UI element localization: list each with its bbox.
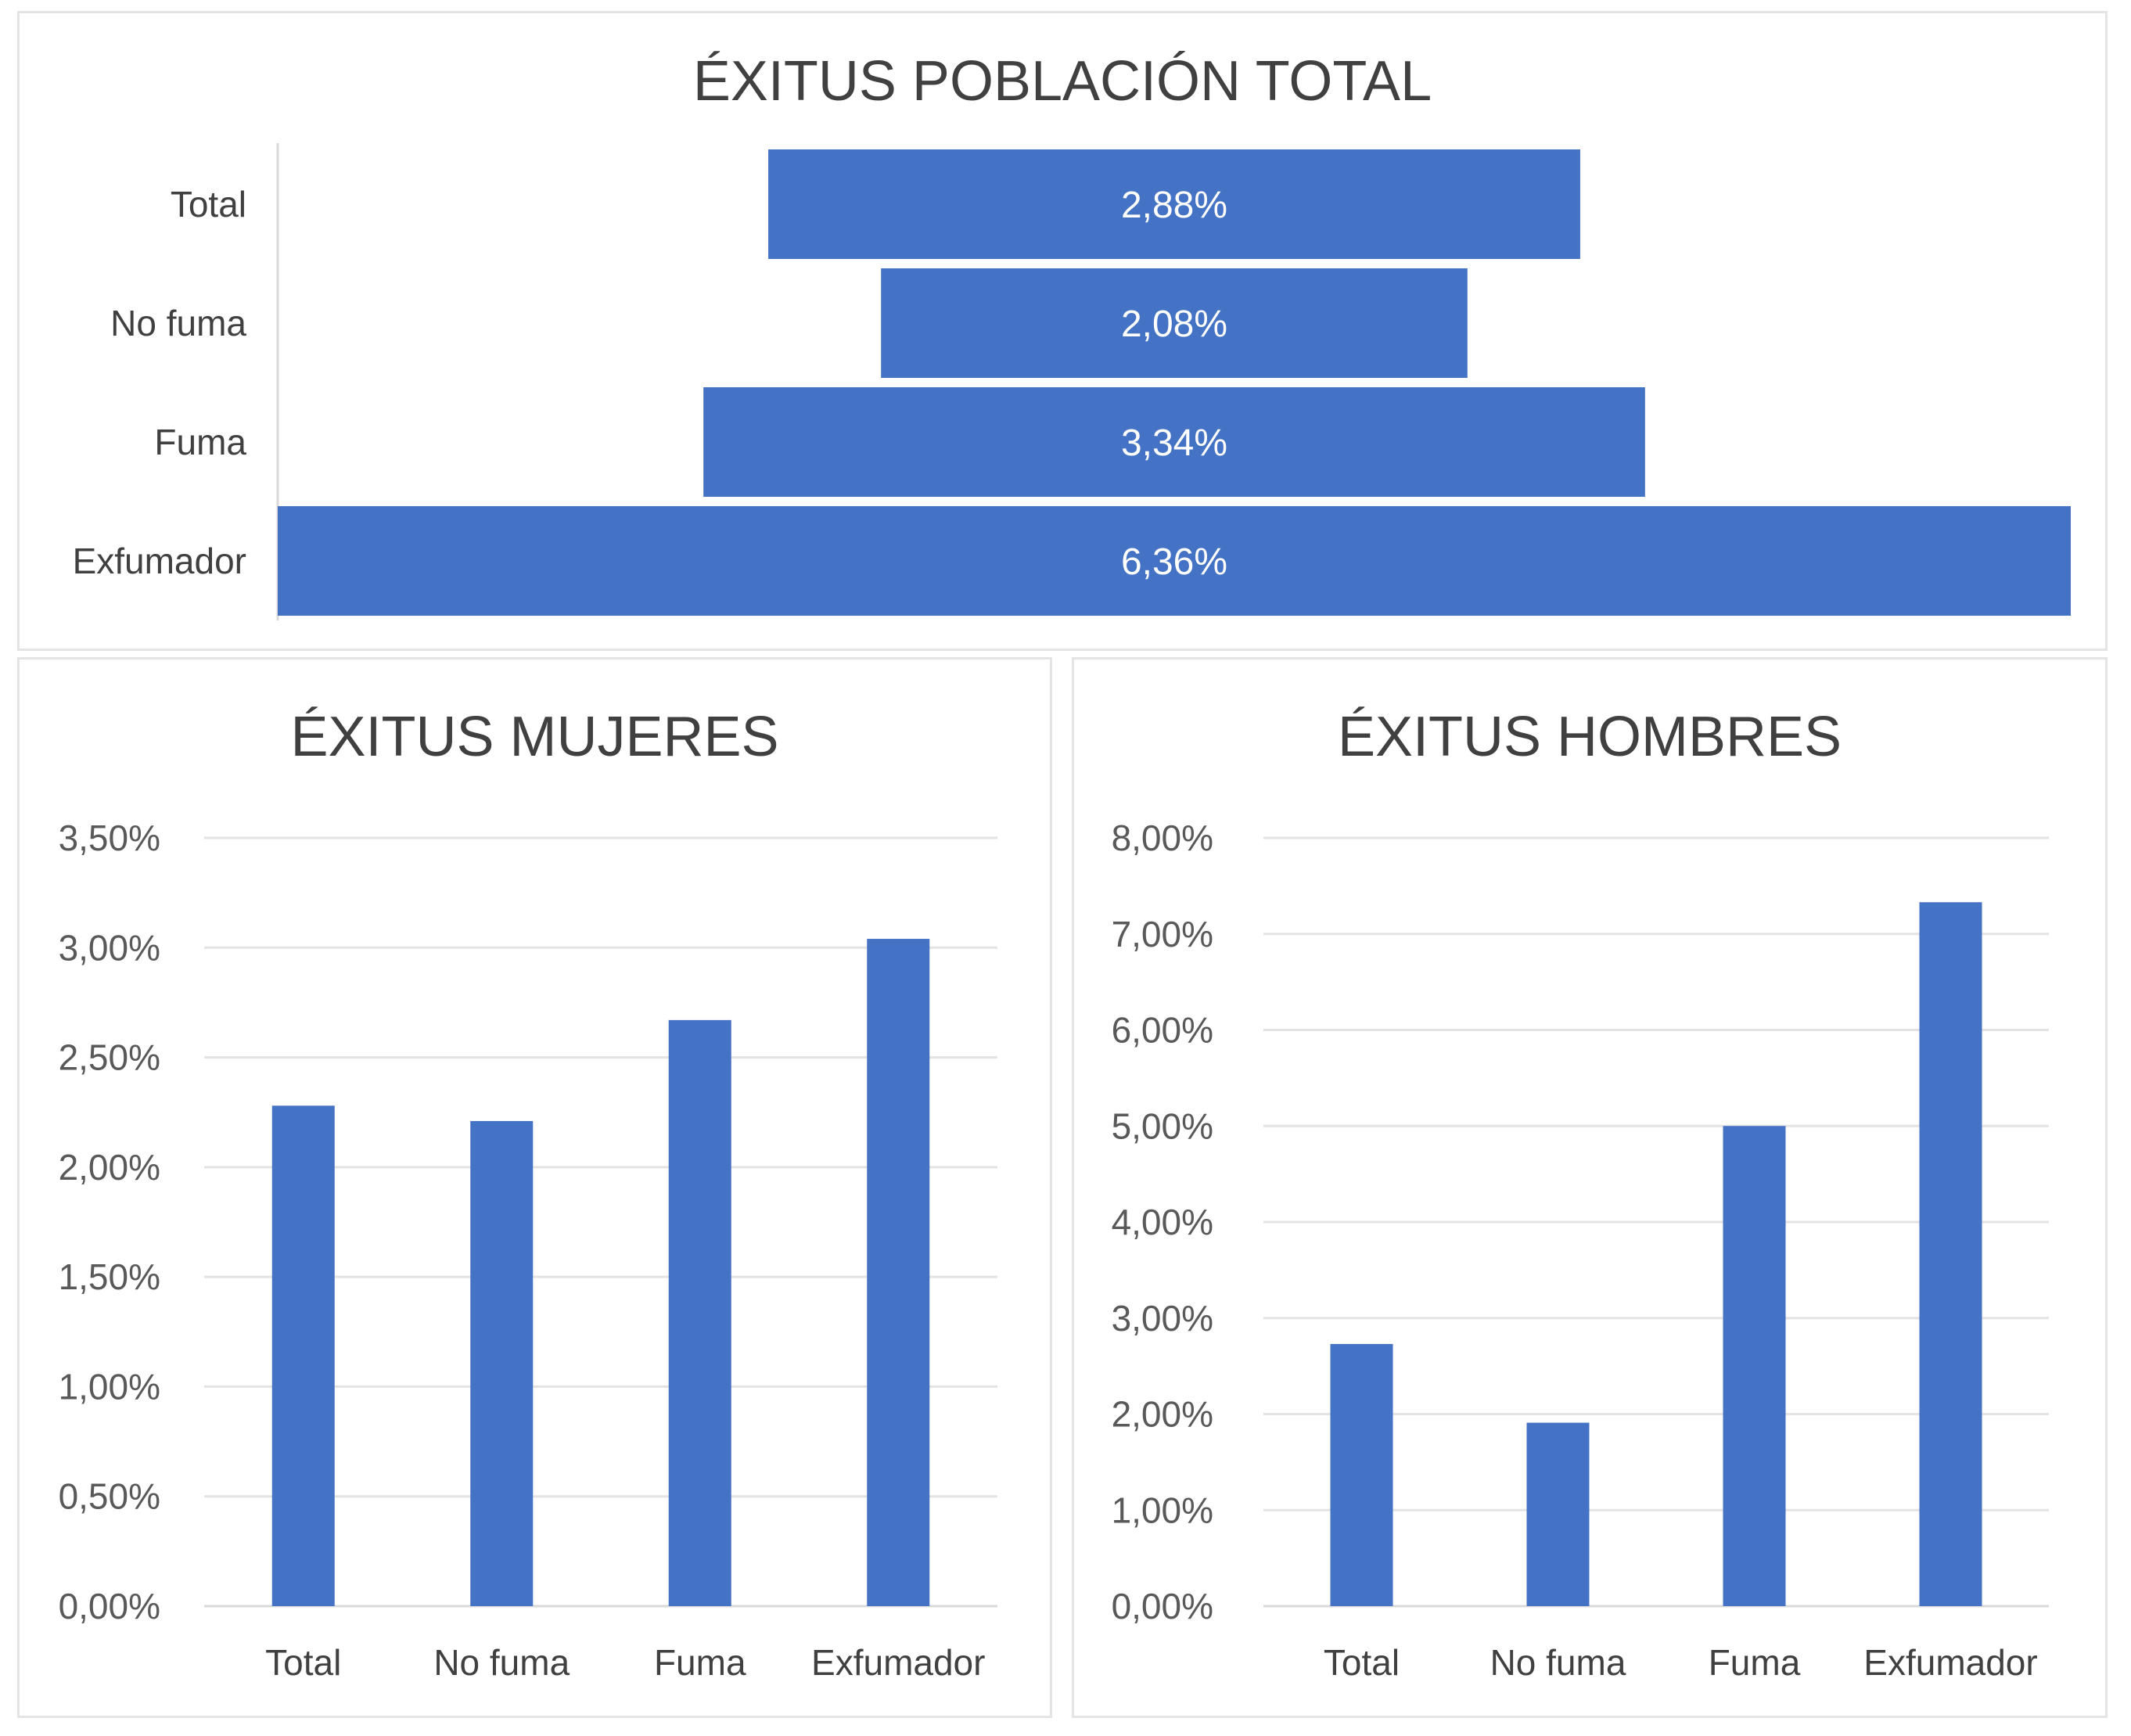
y-tick-label-1: 1,00%	[1112, 1490, 1213, 1530]
bar-1	[1526, 1422, 1590, 1606]
data-label-1: 2,08%	[1121, 304, 1227, 345]
bar-chart-hombres: 0,00% 1,00% 2,00% 3,00% 4,00% 5,00% 6,00% 7,00%…	[1112, 818, 2049, 1683]
y-tick-label-4: 4,00%	[1112, 1202, 1213, 1242]
bar-0	[1330, 1343, 1393, 1606]
bar-3	[1919, 902, 1982, 1606]
chart-title-total: ÉXITUS POBLACIÓN TOTAL	[692, 50, 1432, 113]
bar-chart-mujeres: 0,00% 0,50% 1,00% 1,50% 2,00% 2,50% 3,00% 3,50%…	[59, 818, 997, 1683]
y-tick-label-0: 0,00%	[59, 1586, 160, 1626]
bar-1	[881, 268, 1468, 378]
bar-3	[278, 506, 2071, 616]
category-label-3: Exfumador	[73, 541, 246, 581]
x-tick-label-1: No fuma	[1490, 1642, 1626, 1683]
y-tick-label-3: 3,00%	[1112, 1298, 1213, 1339]
x-tick-label-2: Fuma	[654, 1642, 746, 1683]
panel-mujeres: ÉXITUS MUJERES 0,00% 0,50% 1,00% 1,50% 2,00%…	[17, 657, 1052, 1718]
funnel-chart-total: 2,88% Total 2,08% No fuma 3,34% Fuma 6,36% Exfu…	[73, 143, 2071, 620]
data-label-3: 6,36%	[1121, 541, 1227, 583]
y-tick-label-8: 8,00%	[1112, 818, 1213, 858]
x-tick-label-0: Total	[1324, 1642, 1400, 1683]
bar-1	[470, 1120, 534, 1606]
y-tick-label-6: 3,00%	[59, 927, 160, 968]
category-label-2: Fuma	[154, 422, 246, 462]
y-tick-label-3: 1,50%	[59, 1256, 160, 1297]
y-tick-label-6: 6,00%	[1112, 1010, 1213, 1051]
y-tick-label-7: 3,50%	[59, 818, 160, 858]
data-label-0: 2,88%	[1121, 185, 1227, 226]
y-tick-label-0: 0,00%	[1112, 1586, 1213, 1626]
data-label-2: 3,34%	[1121, 422, 1227, 464]
y-tick-label-2: 1,00%	[59, 1366, 160, 1407]
bar-2	[703, 387, 1645, 497]
y-tick-label-5: 5,00%	[1112, 1105, 1213, 1146]
y-tick-label-1: 0,50%	[59, 1476, 160, 1517]
x-tick-label-0: Total	[265, 1642, 341, 1683]
x-tick-label-3: Exfumador	[811, 1642, 985, 1683]
bar-3	[867, 939, 930, 1606]
bar-0	[768, 149, 1580, 259]
panel-hombres: ÉXITUS HOMBRES 0,00% 1,00% 2,00% 3,00% 4,00%…	[1072, 657, 2108, 1718]
panel-total: ÉXITUS POBLACIÓN TOTAL 2,88% Total 2,08% No…	[17, 11, 2108, 651]
y-tick-label-7: 7,00%	[1112, 914, 1213, 954]
x-tick-label-3: Exfumador	[1863, 1642, 2037, 1683]
x-tick-label-2: Fuma	[1709, 1642, 1801, 1683]
chart-title-mujeres: ÉXITUS MUJERES	[290, 706, 779, 768]
y-tick-label-5: 2,50%	[59, 1037, 160, 1078]
category-label-1: No fuma	[110, 303, 246, 343]
y-tick-label-2: 2,00%	[1112, 1394, 1213, 1435]
chart-title-hombres: ÉXITUS HOMBRES	[1337, 706, 1842, 768]
y-tick-label-4: 2,00%	[59, 1147, 160, 1188]
bar-2	[668, 1019, 731, 1606]
category-label-0: Total	[171, 184, 246, 225]
x-tick-label-1: No fuma	[433, 1642, 570, 1683]
bar-2	[1723, 1126, 1786, 1606]
bar-0	[271, 1105, 335, 1606]
